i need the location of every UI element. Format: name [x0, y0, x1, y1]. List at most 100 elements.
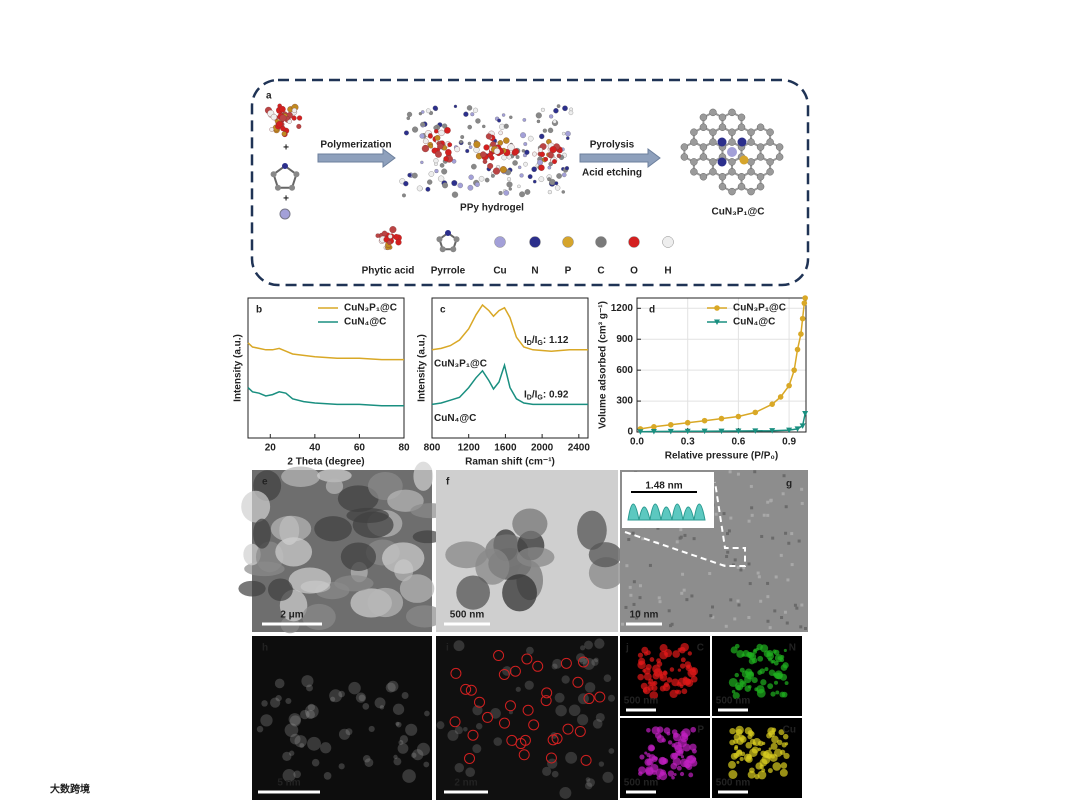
texture — [681, 572, 685, 576]
atom — [552, 119, 557, 124]
marker — [799, 423, 806, 429]
x-tick-label: 0.3 — [681, 437, 695, 448]
texture — [551, 770, 559, 778]
series-line — [431, 362, 588, 406]
atom-marker — [551, 733, 563, 745]
marker — [651, 424, 657, 430]
element-signal — [676, 765, 682, 771]
texture — [253, 518, 271, 549]
atom — [565, 130, 571, 137]
x-tick-label: 60 — [354, 443, 366, 454]
y-axis-label: Intensity (a.u.) — [417, 334, 428, 402]
texture — [784, 531, 788, 535]
atom — [561, 190, 566, 194]
element-signal — [681, 688, 688, 695]
atom — [296, 123, 302, 129]
y-tick-label: 600 — [616, 365, 633, 376]
element-signal — [728, 677, 738, 687]
atom — [717, 157, 727, 167]
atom — [709, 168, 717, 176]
element-signal — [773, 660, 779, 666]
atom-marker — [506, 734, 518, 746]
atom — [547, 177, 552, 182]
texture — [475, 723, 483, 730]
texture — [782, 474, 786, 478]
atom — [499, 166, 507, 174]
atom — [517, 184, 521, 189]
atom — [447, 142, 453, 148]
element-signal — [729, 727, 736, 735]
atom — [737, 182, 746, 191]
element-signal — [751, 677, 758, 684]
texture — [784, 505, 788, 509]
element-signal — [734, 643, 740, 649]
marker — [802, 410, 809, 417]
atom — [568, 110, 574, 116]
atom — [432, 105, 438, 111]
texture — [293, 770, 301, 779]
texture — [289, 733, 301, 745]
element-signal — [663, 727, 671, 734]
texture — [598, 761, 605, 767]
texture — [577, 510, 607, 550]
series-label: CuN₃P₁@C — [434, 358, 487, 369]
texture — [637, 610, 641, 614]
atom — [442, 123, 448, 129]
element-signal — [739, 678, 743, 683]
atom-marker — [467, 729, 479, 741]
element-signal — [680, 657, 686, 663]
atom — [483, 144, 490, 151]
texture — [603, 674, 612, 683]
element-signal — [691, 748, 697, 754]
texture — [632, 602, 636, 606]
element-signal — [658, 771, 668, 781]
micrograph — [436, 636, 618, 800]
texture — [641, 537, 645, 541]
texture — [554, 692, 565, 703]
texture — [787, 541, 791, 545]
texture — [799, 625, 803, 629]
panel-label: c — [440, 305, 446, 316]
texture — [736, 599, 740, 603]
ring — [272, 164, 298, 189]
atom — [435, 150, 442, 158]
watermark: 大数跨境 — [50, 783, 90, 796]
texture — [282, 769, 296, 783]
texture — [762, 513, 766, 517]
texture — [515, 686, 521, 692]
series-label: CuN₄@C — [434, 413, 476, 424]
element-signal — [735, 728, 743, 736]
element-signal — [739, 667, 745, 673]
texture — [305, 709, 315, 720]
annotation-part: I — [524, 334, 527, 345]
element-signal — [728, 760, 736, 769]
texture — [348, 681, 361, 695]
texture — [766, 513, 770, 517]
atom — [532, 151, 537, 157]
element-signal — [670, 762, 678, 770]
texture — [584, 640, 593, 650]
texture — [338, 690, 345, 698]
atom — [281, 131, 287, 137]
texture — [683, 533, 687, 537]
atom — [709, 128, 717, 136]
element-signal — [743, 753, 752, 762]
legend-label: H — [664, 266, 671, 277]
step-label: Pyrolysis — [590, 140, 635, 151]
atom — [524, 189, 531, 195]
texture — [405, 605, 444, 628]
texture — [345, 728, 353, 736]
texture — [602, 771, 614, 783]
x-tick-label: 0.9 — [782, 437, 796, 448]
atom — [547, 190, 552, 195]
texture — [591, 658, 599, 666]
texture — [584, 682, 596, 693]
texture — [412, 530, 443, 544]
element-signal — [685, 763, 693, 770]
atom — [515, 155, 520, 160]
series-line — [247, 342, 404, 361]
element-signal — [739, 735, 747, 743]
texture — [795, 606, 799, 610]
atom — [475, 118, 481, 124]
texture — [783, 610, 787, 614]
